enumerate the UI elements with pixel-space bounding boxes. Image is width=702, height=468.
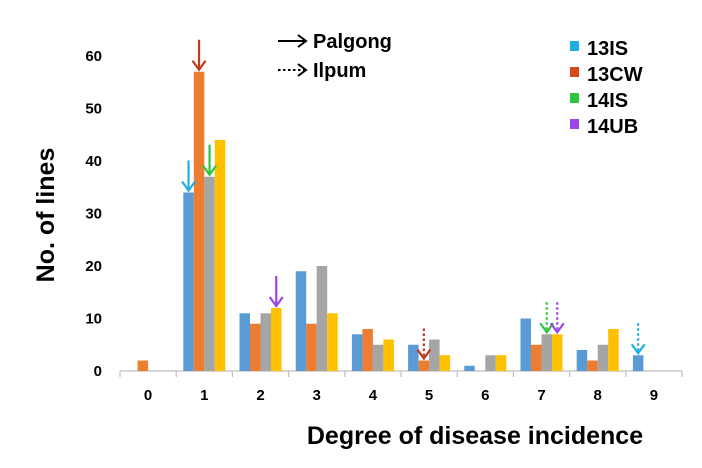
bar-14IS-cat-4 xyxy=(372,344,384,371)
bar-13IS-cat-9 xyxy=(632,355,644,371)
y-tick-label: 20 xyxy=(85,258,102,275)
arrow-legend-solid-head xyxy=(297,34,308,48)
legend-entry-14UB: 14UB xyxy=(570,116,638,138)
arrow-legend-dotted-head xyxy=(297,63,308,77)
legend-swatch xyxy=(570,41,579,51)
legend-label: 14UB xyxy=(587,116,638,138)
annotation-arrow-14IS-cat-7 xyxy=(539,302,555,335)
legend-label: 14IS xyxy=(587,90,628,112)
annotation-arrow-14IS-cat-1 xyxy=(202,144,217,177)
bar-14UB-cat-1 xyxy=(214,140,226,371)
arrow-legend-entry: Ilpum xyxy=(278,60,366,82)
legend-swatch xyxy=(570,119,579,129)
bar-14UB-cat-2 xyxy=(271,308,282,371)
bar-14UB-cat-3 xyxy=(327,313,338,371)
bar-14UB-cat-5 xyxy=(439,355,451,371)
bar-14IS-cat-5 xyxy=(429,339,440,371)
x-tick-label: 5 xyxy=(425,387,433,404)
x-tick-label: 3 xyxy=(313,387,321,404)
x-tick-label: 0 xyxy=(144,387,152,404)
bar-14IS-cat-2 xyxy=(260,313,271,371)
x-tick-label: 2 xyxy=(256,387,264,404)
y-tick-label: 50 xyxy=(85,101,102,118)
y-tick-label: 60 xyxy=(85,48,102,65)
bar-13CW-cat-8 xyxy=(587,360,598,371)
bar-13CW-cat-2 xyxy=(250,323,261,371)
bar-14UB-cat-7 xyxy=(552,334,563,371)
bar-13CW-cat-1 xyxy=(193,71,205,371)
annotation-arrow-13CW-cat-5 xyxy=(416,328,432,361)
x-tick-label: 6 xyxy=(481,387,489,404)
legend-entry-13IS: 13IS xyxy=(570,38,628,60)
bar-14IS-cat-3 xyxy=(316,266,328,371)
annotation-arrow-13IS-cat-1 xyxy=(181,160,196,193)
annotation-arrow-13CW-cat-1 xyxy=(191,39,207,72)
bar-13CW-cat-0 xyxy=(137,360,149,371)
bar-13CW-cat-7 xyxy=(531,344,542,371)
x-axis-title: Degree of disease incidence xyxy=(307,422,643,450)
legend-label: 13IS xyxy=(587,38,628,60)
bar-13IS-cat-2 xyxy=(239,313,250,371)
bar-13IS-cat-6 xyxy=(464,365,475,371)
x-tick-label: 4 xyxy=(369,387,378,404)
legend-swatch xyxy=(570,67,579,77)
bar-14UB-cat-4 xyxy=(383,339,394,371)
x-tick-label: 8 xyxy=(594,387,602,404)
bar-13IS-cat-5 xyxy=(408,344,419,371)
annotation-arrow-14UB-cat-7 xyxy=(549,302,565,335)
legend-entry-13CW: 13CW xyxy=(570,64,643,86)
y-tick-label: 30 xyxy=(85,206,102,223)
bar-13IS-cat-8 xyxy=(576,350,588,371)
bar-14IS-cat-7 xyxy=(541,334,552,371)
y-tick-label: 0 xyxy=(94,363,102,380)
bar-13CW-cat-3 xyxy=(306,323,317,371)
bar-14IS-cat-1 xyxy=(204,176,215,371)
y-tick-label: 40 xyxy=(85,153,102,170)
arrow-legend-label: Ilpum xyxy=(313,60,366,82)
legend-label: 13CW xyxy=(587,64,643,86)
annotation-arrow-13IS-cat-9 xyxy=(630,323,646,356)
bar-14IS-cat-8 xyxy=(597,344,609,371)
bar-14UB-cat-8 xyxy=(608,329,619,371)
bar-13IS-cat-4 xyxy=(351,334,363,371)
x-tick-label: 1 xyxy=(200,387,208,404)
annotation-arrow-14UB-cat-2 xyxy=(268,276,284,308)
bar-13IS-cat-7 xyxy=(520,318,531,371)
x-tick-label: 7 xyxy=(537,387,545,404)
bar-13CW-cat-5 xyxy=(418,360,430,371)
y-tick-label: 10 xyxy=(85,311,102,328)
bar-13IS-cat-1 xyxy=(183,192,194,371)
bar-14UB-cat-6 xyxy=(495,355,507,371)
legend-swatch xyxy=(570,93,579,103)
arrow-legend-entry: Palgong xyxy=(278,31,392,53)
x-tick-label: 9 xyxy=(650,387,658,404)
legend-entry-14IS: 14IS xyxy=(570,90,628,112)
bar-13IS-cat-3 xyxy=(295,271,307,371)
bar-13CW-cat-4 xyxy=(362,329,373,371)
arrow-legend-label: Palgong xyxy=(313,31,392,53)
bar-14IS-cat-6 xyxy=(485,355,496,371)
y-axis-title: No. of lines xyxy=(32,148,60,283)
